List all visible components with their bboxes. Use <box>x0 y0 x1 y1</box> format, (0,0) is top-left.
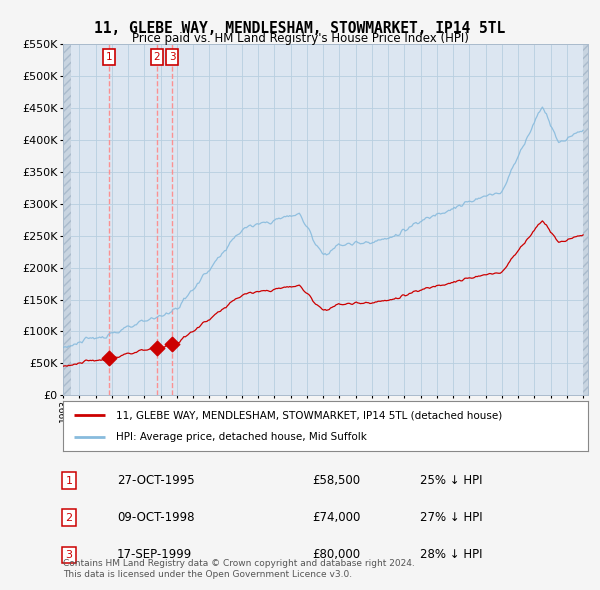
Text: 28% ↓ HPI: 28% ↓ HPI <box>420 549 482 562</box>
Text: 1: 1 <box>106 52 112 62</box>
Bar <box>63 38 71 395</box>
Point <box>167 339 177 349</box>
Text: £58,500: £58,500 <box>312 474 360 487</box>
Text: 2: 2 <box>65 513 73 523</box>
Text: 17-SEP-1999: 17-SEP-1999 <box>117 549 192 562</box>
Text: HPI: Average price, detached house, Mid Suffolk: HPI: Average price, detached house, Mid … <box>115 432 367 442</box>
Text: Contains HM Land Registry data © Crown copyright and database right 2024.
This d: Contains HM Land Registry data © Crown c… <box>63 559 415 579</box>
Text: 2: 2 <box>154 52 160 62</box>
Text: 1: 1 <box>65 476 73 486</box>
Point <box>104 353 114 363</box>
Text: 3: 3 <box>169 52 176 62</box>
Bar <box>583 38 591 395</box>
Text: 27% ↓ HPI: 27% ↓ HPI <box>420 512 482 525</box>
Text: Price paid vs. HM Land Registry's House Price Index (HPI): Price paid vs. HM Land Registry's House … <box>131 32 469 45</box>
Text: 27-OCT-1995: 27-OCT-1995 <box>117 474 194 487</box>
Text: 11, GLEBE WAY, MENDLESHAM, STOWMARKET, IP14 5TL (detached house): 11, GLEBE WAY, MENDLESHAM, STOWMARKET, I… <box>115 410 502 420</box>
Text: 25% ↓ HPI: 25% ↓ HPI <box>420 474 482 487</box>
Text: 11, GLEBE WAY, MENDLESHAM, STOWMARKET, IP14 5TL: 11, GLEBE WAY, MENDLESHAM, STOWMARKET, I… <box>94 21 506 35</box>
Text: £74,000: £74,000 <box>312 512 361 525</box>
Point <box>152 343 162 353</box>
Text: £80,000: £80,000 <box>312 549 360 562</box>
Text: 09-OCT-1998: 09-OCT-1998 <box>117 512 194 525</box>
Text: 3: 3 <box>65 550 73 560</box>
